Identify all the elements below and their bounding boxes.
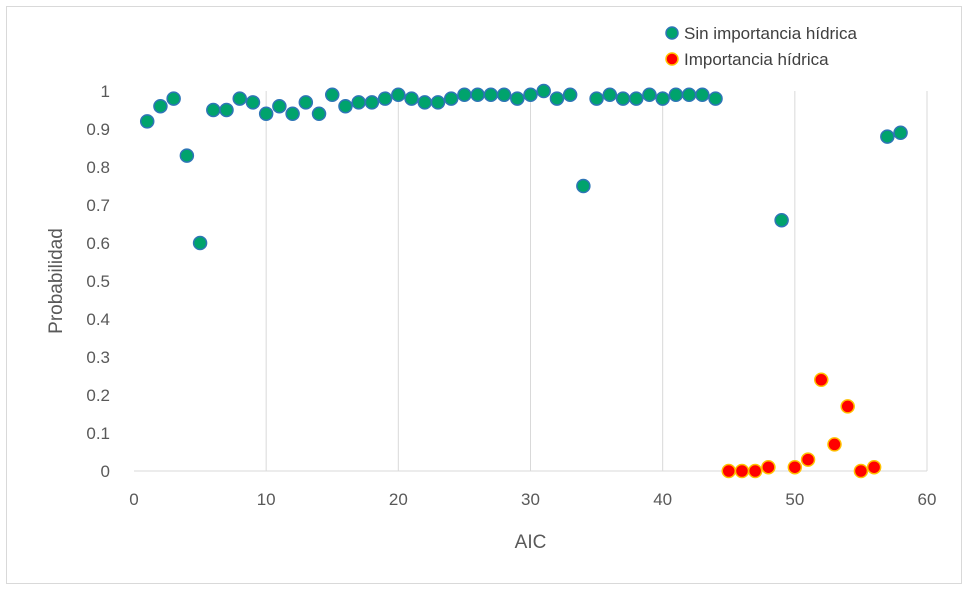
point-series-1-15 bbox=[338, 98, 353, 114]
point-series-1-39 bbox=[655, 91, 670, 106]
legend-label-series-1: Sin importancia hídrica bbox=[684, 24, 857, 43]
point-series-2-2 bbox=[747, 463, 763, 479]
point-series-1-14 bbox=[325, 87, 340, 103]
point-series-1-12 bbox=[298, 95, 314, 110]
point-series-1-10 bbox=[272, 98, 287, 114]
y-tick-label-7: 0.7 bbox=[86, 196, 110, 215]
point-series-1-4 bbox=[192, 235, 208, 251]
data-points bbox=[139, 83, 908, 479]
point-series-1-34 bbox=[589, 91, 604, 106]
point-series-1-43 bbox=[708, 91, 723, 106]
point-series-2-8 bbox=[840, 399, 855, 414]
point-series-2-4 bbox=[787, 459, 803, 475]
legend-item-series-1: Sin importancia hídrica bbox=[665, 24, 857, 43]
point-series-2-9 bbox=[853, 463, 869, 479]
point-series-1-25 bbox=[470, 87, 485, 103]
point-series-1-26 bbox=[483, 87, 499, 103]
point-series-1-11 bbox=[285, 106, 300, 122]
y-tick-label-3: 0.3 bbox=[86, 348, 110, 367]
point-series-1-29 bbox=[523, 87, 538, 103]
point-series-1-17 bbox=[364, 95, 380, 110]
point-series-1-9 bbox=[258, 106, 274, 122]
legend-label-series-2: Importancia hídrica bbox=[684, 50, 829, 69]
point-series-1-40 bbox=[668, 87, 684, 103]
y-tick-label-4: 0.4 bbox=[86, 310, 110, 329]
point-series-1-44 bbox=[774, 212, 789, 228]
y-tick-label-10: 1 bbox=[101, 82, 110, 101]
legend: Sin importancia hídrica Importancia hídr… bbox=[665, 24, 857, 69]
point-series-2-1 bbox=[734, 463, 750, 479]
point-series-1-16 bbox=[351, 95, 366, 110]
y-axis: 0 0.1 0.2 0.3 0.4 0.5 0.6 0.7 0.8 0.9 1 bbox=[86, 82, 110, 481]
y-tick-label-9: 0.9 bbox=[86, 120, 110, 139]
y-tick-label-8: 0.8 bbox=[86, 158, 110, 177]
legend-marker-series-1 bbox=[665, 26, 679, 40]
point-series-1-21 bbox=[417, 95, 433, 110]
point-series-1-5 bbox=[206, 102, 221, 118]
x-tick-label-3: 30 bbox=[521, 490, 540, 509]
grid bbox=[265, 91, 928, 471]
legend-marker-series-2 bbox=[665, 52, 679, 66]
point-series-1-36 bbox=[615, 91, 631, 106]
point-series-1-46 bbox=[893, 125, 908, 141]
point-series-1-41 bbox=[681, 87, 697, 103]
point-series-1-35 bbox=[602, 87, 618, 103]
point-series-1-2 bbox=[166, 91, 181, 106]
x-tick-label-2: 20 bbox=[389, 490, 408, 509]
y-tick-label-1: 0.1 bbox=[86, 424, 110, 443]
x-tick-label-0: 0 bbox=[129, 490, 138, 509]
y-axis-title: Probabilidad bbox=[46, 228, 67, 334]
point-series-1-1 bbox=[153, 98, 168, 114]
point-series-1-28 bbox=[510, 91, 525, 106]
point-series-1-45 bbox=[880, 129, 895, 144]
point-series-1-8 bbox=[245, 95, 261, 110]
point-series-2-7 bbox=[827, 437, 842, 452]
point-series-1-27 bbox=[496, 87, 512, 103]
point-series-1-38 bbox=[642, 87, 657, 103]
y-tick-label-2: 0.2 bbox=[86, 386, 110, 405]
x-tick-label-6: 60 bbox=[918, 490, 937, 509]
point-series-1-31 bbox=[549, 91, 565, 106]
y-tick-label-5: 0.5 bbox=[86, 272, 110, 291]
point-series-1-18 bbox=[377, 91, 393, 106]
x-tick-label-5: 50 bbox=[785, 490, 804, 509]
point-series-1-33 bbox=[576, 178, 591, 194]
x-tick-label-4: 40 bbox=[653, 490, 672, 509]
point-series-1-0 bbox=[139, 114, 155, 129]
point-series-1-37 bbox=[628, 91, 644, 106]
point-series-1-23 bbox=[443, 91, 459, 106]
point-series-1-7 bbox=[232, 91, 247, 106]
y-tick-label-0: 0 bbox=[101, 462, 110, 481]
legend-item-series-2: Importancia hídrica bbox=[665, 50, 829, 69]
y-tick-label-6: 0.6 bbox=[86, 234, 110, 253]
point-series-1-22 bbox=[430, 95, 446, 110]
x-axis: 0 10 20 30 40 50 60 bbox=[129, 470, 937, 509]
point-series-1-24 bbox=[457, 87, 472, 103]
point-series-1-13 bbox=[311, 106, 327, 122]
x-axis-title: AIC bbox=[515, 532, 547, 553]
point-series-1-42 bbox=[695, 87, 710, 103]
point-series-1-3 bbox=[179, 148, 195, 163]
point-series-1-30 bbox=[536, 83, 551, 99]
x-tick-label-1: 10 bbox=[257, 490, 276, 509]
point-series-1-20 bbox=[404, 91, 419, 106]
point-series-2-3 bbox=[761, 459, 776, 475]
point-series-2-0 bbox=[721, 463, 736, 479]
point-series-2-10 bbox=[866, 459, 882, 475]
point-series-2-6 bbox=[814, 372, 829, 388]
point-series-1-6 bbox=[219, 102, 234, 118]
point-series-2-5 bbox=[800, 452, 816, 467]
point-series-1-19 bbox=[391, 87, 406, 103]
point-series-1-32 bbox=[562, 87, 578, 103]
